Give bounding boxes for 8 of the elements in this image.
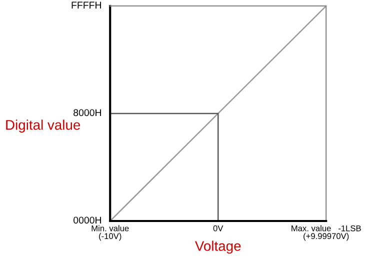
x-axis-title: Voltage <box>194 240 241 254</box>
x-tick-label: 0V <box>213 225 224 232</box>
x-tick-label: Max. value -1LSB (+9.99970V) <box>292 225 361 241</box>
y-axis-title: Digital value <box>6 120 80 133</box>
text: 8000H <box>74 109 101 116</box>
text: 0000H <box>74 216 101 224</box>
text: FFFFH <box>72 2 101 8</box>
x-tick-label: Min. value (-10V) <box>92 225 129 241</box>
